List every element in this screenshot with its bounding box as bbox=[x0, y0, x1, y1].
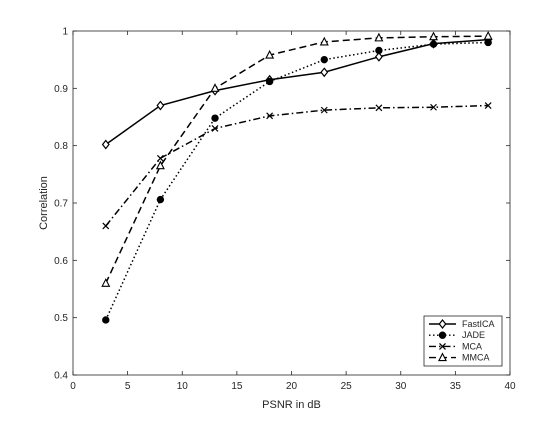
x-tick-label: 40 bbox=[504, 381, 516, 392]
series-jade bbox=[102, 38, 492, 324]
x-axis-label: PSNR in dB bbox=[262, 399, 321, 411]
x-tick-label: 15 bbox=[231, 381, 243, 392]
data-point-x bbox=[320, 106, 328, 114]
data-point-diamond bbox=[374, 51, 383, 62]
y-tick-label: 0.6 bbox=[54, 256, 68, 267]
x-tick-label: 5 bbox=[125, 381, 131, 392]
series-line-mmca bbox=[105, 35, 489, 284]
data-point-triangle bbox=[155, 160, 165, 170]
x-tick-label: 10 bbox=[177, 381, 189, 392]
y-tick-label: 1 bbox=[62, 27, 68, 38]
legend-item-jade: JADE bbox=[429, 330, 485, 340]
data-point-circle bbox=[320, 55, 328, 64]
data-point-x bbox=[484, 102, 492, 109]
legend-label: MCA bbox=[462, 341, 482, 351]
data-point-x bbox=[439, 342, 446, 350]
series-layer bbox=[101, 30, 493, 324]
y-tick-label: 0.4 bbox=[54, 371, 68, 382]
data-point-x bbox=[211, 125, 219, 132]
data-point-circle bbox=[438, 331, 447, 339]
data-point-x bbox=[156, 154, 164, 162]
data-point-diamond bbox=[438, 319, 447, 329]
data-point-circle bbox=[102, 316, 110, 324]
data-point-triangle bbox=[319, 36, 329, 46]
x-tick-label: 0 bbox=[70, 381, 76, 392]
series-line-jade bbox=[105, 41, 489, 321]
data-point-x bbox=[375, 104, 383, 112]
legend-label: FastICA bbox=[462, 319, 495, 329]
data-point-triangle bbox=[265, 49, 275, 59]
data-point-circle bbox=[156, 195, 165, 204]
y-tick-label: 0.9 bbox=[54, 84, 68, 95]
data-point-circle bbox=[375, 46, 383, 55]
data-point-triangle bbox=[374, 32, 384, 42]
y-tick-label: 0.8 bbox=[54, 141, 68, 152]
data-point-circle bbox=[211, 114, 219, 122]
legend-item-mmca: MMCA bbox=[429, 352, 490, 363]
y-tick-label: 0.7 bbox=[54, 199, 68, 210]
data-point-x bbox=[430, 103, 437, 111]
data-point-diamond bbox=[156, 100, 165, 111]
data-point-triangle bbox=[437, 352, 448, 362]
legend-label: MMCA bbox=[462, 353, 490, 363]
x-tick-label: 25 bbox=[341, 381, 353, 392]
x-tick-label: 20 bbox=[286, 381, 298, 392]
legend-item-mca: MCA bbox=[429, 341, 482, 351]
data-point-x bbox=[266, 112, 274, 120]
y-tick-label: 0.5 bbox=[54, 313, 68, 324]
y-axis-label: Correlation bbox=[38, 176, 50, 230]
data-point-triangle bbox=[101, 278, 111, 287]
data-point-circle bbox=[265, 77, 274, 86]
data-point-x bbox=[102, 222, 110, 230]
legend-label: JADE bbox=[462, 330, 485, 340]
data-point-circle bbox=[484, 38, 492, 47]
axis-ticks: 0 5 10 15 20 25 30 35 40 0.4 0.5 0.6 0.7 0.8 0.9 1 bbox=[54, 27, 516, 393]
data-point-diamond bbox=[101, 139, 110, 150]
legend-item-fastica: FastICA bbox=[429, 319, 495, 329]
data-point-diamond bbox=[320, 67, 329, 78]
data-point-triangle bbox=[483, 30, 493, 40]
data-point-triangle bbox=[429, 31, 439, 41]
data-point-triangle bbox=[210, 83, 220, 92]
series-mmca bbox=[101, 30, 493, 287]
x-tick-label: 30 bbox=[395, 381, 407, 392]
x-tick-label: 35 bbox=[450, 381, 462, 392]
data-point-circle bbox=[429, 40, 438, 48]
